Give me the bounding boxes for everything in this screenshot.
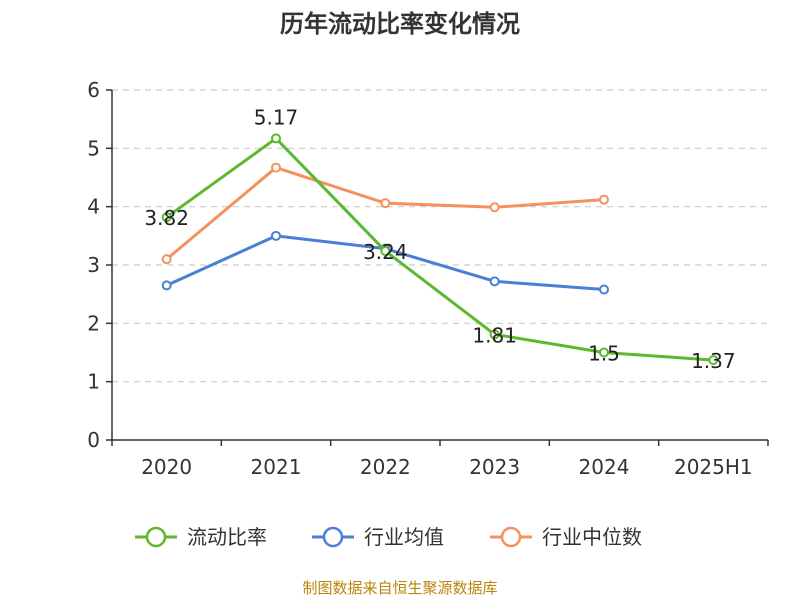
legend-label-1: 行业均值 [364,525,444,549]
series-0-point-2022 [380,246,391,256]
data-label-2020: 3.82 [144,206,189,230]
x-tick-label-2020: 2020 [141,455,192,479]
series-0-point-2023 [489,329,500,340]
legend-marker-0 [145,526,167,548]
chart-title: 历年流动比率变化情况 [280,10,520,38]
data-label-2025H1: 1.37 [691,349,736,373]
series-2-point-2020 [161,254,172,265]
x-tick-label-2023: 2023 [469,455,520,479]
series-2-point-2024 [599,194,609,205]
series-2-point-2023 [489,202,500,213]
series-1-point-2024 [599,284,609,295]
gridlines [112,89,768,383]
y-tick-label-4: 4 [87,195,100,219]
series-1-point-2020 [161,280,172,291]
series-2-point-2022 [380,198,391,209]
x-tick-label-2021: 2021 [251,455,302,479]
series-1-point-2023 [489,276,500,287]
series-lines [161,133,719,366]
legend: 流动比率 行业均值 行业中位数 [135,525,642,549]
series-0-point-2025H1 [708,355,719,366]
series-1-point-2021 [271,230,281,241]
x-tick-label-2024: 2024 [579,455,630,479]
y-tick-label-6: 6 [87,78,100,102]
y-tick-label-5: 5 [87,136,100,160]
series-0-point-2020 [161,212,172,223]
legend-marker-1 [322,526,344,548]
legend-label-0: 流动比率 [187,525,267,549]
source-note: 制图数据来自恒生聚源数据库 [302,579,497,597]
y-tick-label-0: 0 [87,428,100,452]
series-0-point-2024 [599,347,609,358]
legend-marker-2 [500,526,522,548]
axes: 0 1 2 3 4 5 6 2020 2021 2022 2023 2024 2025H1 [87,78,769,479]
series-line-0 [165,136,714,362]
x-tick-label-2022: 2022 [360,455,411,479]
series-2-point-2021 [271,162,281,173]
data-label-2021: 5.17 [254,105,299,129]
y-tick-label-1: 1 [87,370,100,394]
y-tick-label-3: 3 [87,253,100,277]
data-label-2023: 1.81 [472,323,517,347]
y-tick-label-2: 2 [87,311,100,335]
series-0-point-2021 [271,133,281,144]
x-tick-label-2025H1: 2025H1 [674,455,753,479]
data-labels: 3.82 5.17 3.24 1.81 1.5 1.37 [144,105,735,373]
legend-label-2: 行业中位数 [542,525,642,549]
data-label-2024: 1.5 [588,342,620,366]
data-label-2022: 3.24 [363,240,408,264]
